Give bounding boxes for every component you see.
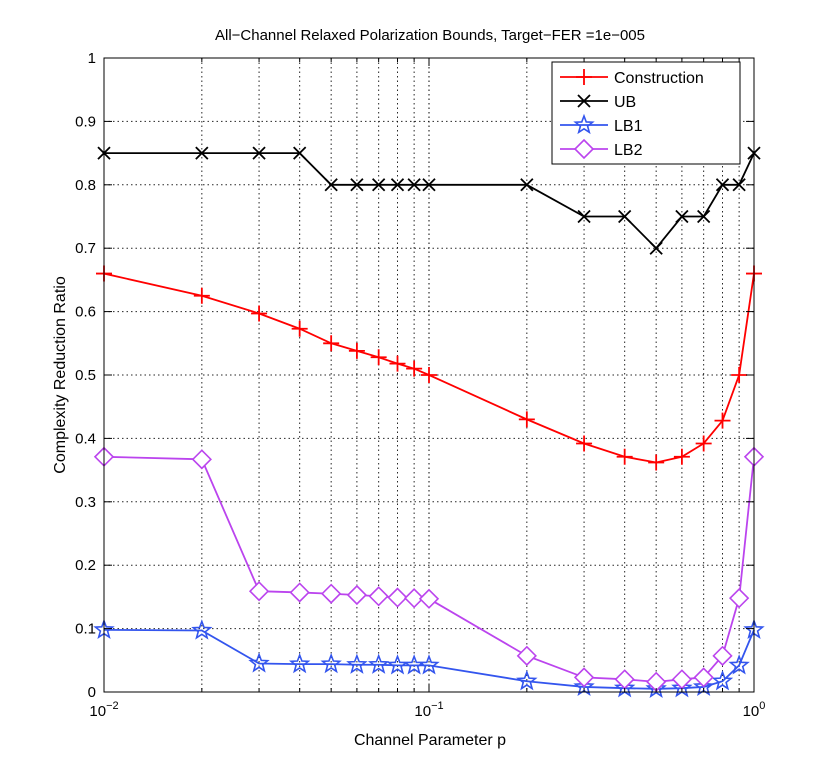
data-point-ub: [422, 178, 436, 192]
y-tick-label: 1: [88, 50, 96, 67]
data-point-ub: [649, 241, 663, 255]
data-point-construction: [323, 335, 340, 352]
data-point-ub: [520, 178, 534, 192]
data-point-ub: [350, 178, 364, 192]
series-layer: [93, 146, 765, 698]
data-point-ub: [293, 146, 307, 160]
chart-title: All−Channel Relaxed Polarization Bounds,…: [215, 27, 645, 44]
data-point-ub: [618, 209, 632, 224]
data-point-lb1: [248, 652, 270, 673]
data-point-construction: [518, 411, 535, 428]
data-point-ub: [372, 178, 386, 192]
data-point-lb2: [728, 588, 750, 609]
data-point-ub: [715, 178, 730, 192]
y-tick-label: 0.4: [75, 430, 96, 447]
x-tick-label: 100: [743, 700, 766, 720]
data-point-lb2: [693, 667, 714, 688]
data-point-lb2: [418, 588, 440, 609]
legend-marker-lb2: [573, 138, 595, 160]
data-point-ub: [390, 178, 405, 192]
data-point-lb2: [403, 588, 425, 609]
y-tick-label: 0.9: [75, 113, 96, 130]
legend-marker-ub: [577, 94, 591, 108]
data-point-lb2: [191, 449, 212, 470]
data-point-lb1: [516, 669, 538, 691]
data-point-construction: [389, 355, 406, 372]
y-tick-label: 0.8: [75, 177, 96, 194]
data-point-ub: [195, 146, 209, 160]
y-tick-label: 0.5: [75, 367, 96, 384]
y-tick-label: 0.1: [75, 621, 96, 638]
data-point-construction: [421, 367, 437, 383]
y-tick-label: 0: [88, 684, 96, 701]
data-point-ub: [697, 209, 711, 224]
data-point-lb2: [368, 586, 389, 607]
data-point-construction: [616, 448, 633, 465]
data-point-lb1: [386, 654, 409, 675]
data-point-lb2: [573, 667, 595, 688]
data-point-lb1: [728, 654, 750, 675]
data-point-lb1: [288, 652, 311, 674]
data-point-ub: [407, 178, 421, 192]
y-tick-label: 0.6: [75, 304, 96, 321]
series-lb2: [93, 446, 765, 692]
data-point-ub: [732, 178, 746, 192]
data-point-construction: [648, 454, 665, 471]
legend-marker-construction: [576, 69, 592, 85]
data-point-ub: [577, 209, 591, 224]
y-tick-label: 0.3: [75, 494, 96, 511]
data-point-lb2: [516, 645, 537, 666]
data-point-lb2: [321, 583, 342, 604]
data-point-construction: [673, 448, 690, 465]
data-point-lb2: [289, 582, 310, 603]
data-point-construction: [370, 349, 387, 366]
data-point-lb1: [346, 653, 368, 674]
data-point-construction: [576, 435, 593, 452]
data-point-ub: [675, 209, 689, 224]
data-point-lb1: [711, 669, 734, 691]
data-point-lb1: [191, 619, 213, 640]
legend-label-lb1: LB1: [614, 118, 643, 135]
data-point-construction: [714, 412, 731, 429]
data-point-lb1: [645, 677, 667, 698]
data-point-construction: [348, 342, 365, 359]
data-point-lb1: [320, 652, 342, 674]
data-point-lb2: [712, 645, 733, 666]
data-point-lb1: [367, 653, 390, 674]
data-point-construction: [406, 360, 423, 377]
legend-label-lb2: LB2: [614, 142, 643, 159]
legend-label-ub: UB: [614, 94, 636, 111]
data-point-lb2: [248, 581, 270, 602]
legend: Construction UB LB1 LB2: [551, 61, 741, 165]
data-point-construction: [291, 320, 308, 337]
data-point-lb2: [387, 587, 408, 608]
y-tick-label: 0.2: [75, 557, 96, 574]
data-point-lb2: [346, 584, 368, 606]
legend-label-construction: Construction: [614, 70, 704, 87]
ticks: 10−2 10−1 100 0 0.1 0.2 0.3 0.4 0.5 0.6 0.7 0.8 0.9 1: [75, 50, 765, 720]
y-axis-label: Complexity Reduction Ratio: [52, 276, 69, 474]
data-point-ub: [252, 146, 266, 160]
data-point-construction: [251, 305, 268, 322]
series-construction: [96, 265, 762, 471]
legend-marker-lb1: [573, 113, 595, 135]
data-point-ub: [324, 178, 338, 192]
x-axis-label: Channel Parameter p: [354, 732, 506, 749]
x-tick-label: 10−1: [414, 700, 443, 720]
data-point-construction: [193, 287, 210, 304]
data-point-construction: [731, 367, 748, 383]
x-tick-label: 10−2: [89, 700, 118, 720]
y-tick-label: 0.7: [75, 240, 96, 257]
data-point-lb1: [418, 654, 440, 675]
data-point-construction: [695, 435, 712, 452]
